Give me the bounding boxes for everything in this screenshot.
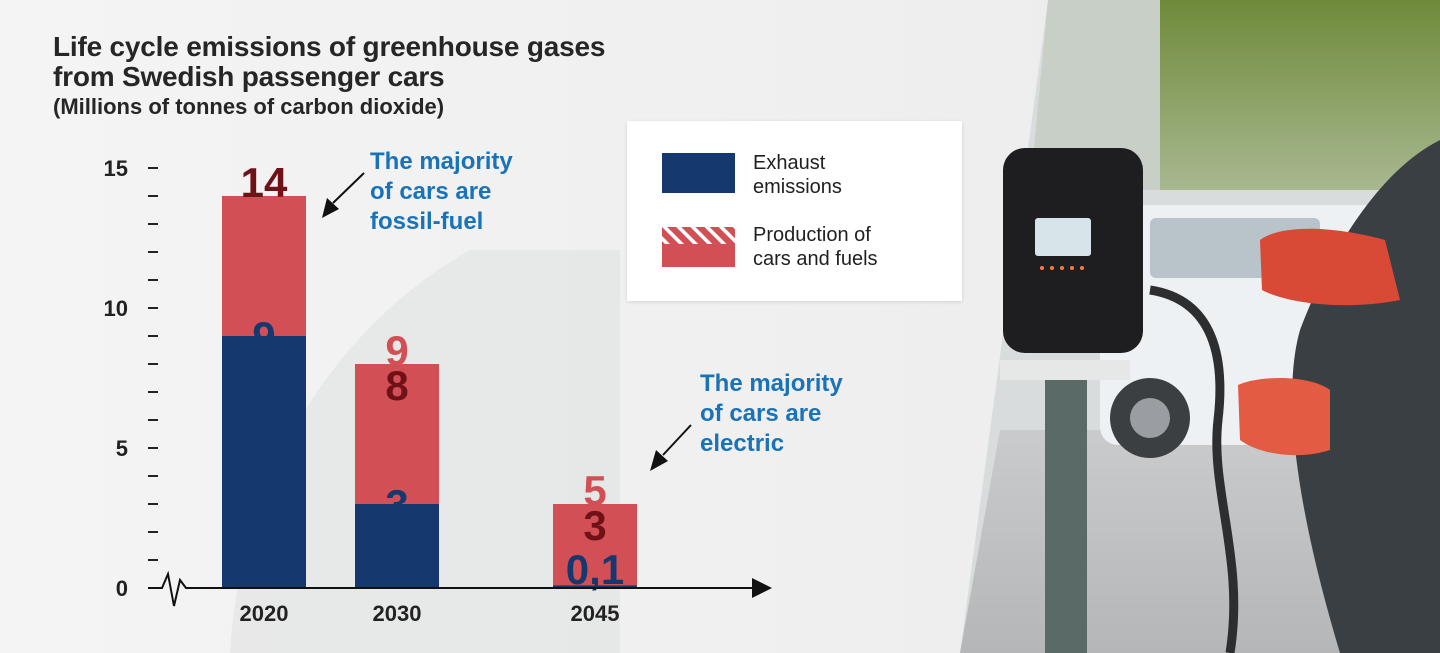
label-hatch-base-2030: 8 <box>385 362 408 409</box>
bar-exhaust-2030 <box>355 504 439 588</box>
label-total-2020: 14 <box>241 159 288 206</box>
legend-production-line-1: Production of <box>753 224 871 246</box>
bar-production-2045 <box>553 504 637 586</box>
electric-annotation-line-3: electric <box>700 430 785 457</box>
x-axis-arrowhead <box>752 578 772 598</box>
y-tick-label-5: 5 <box>116 436 128 461</box>
label-exhaust-2030: 3 <box>385 481 408 528</box>
x-axis-line <box>148 570 756 607</box>
bar-exhaust-2045 <box>553 585 637 588</box>
legend-label-exhaust: Exhaust emissions <box>753 151 842 199</box>
legend-swatch-production <box>662 227 735 267</box>
bar-production-2030 <box>355 364 439 504</box>
label-exhaust-2020: 9 <box>252 313 275 360</box>
y-tick-label-10: 10 <box>104 296 128 321</box>
legend-exhaust-line-2: emissions <box>753 176 842 198</box>
x-tick-label-2030: 2030 <box>373 601 422 626</box>
electric-arrowhead <box>650 450 668 471</box>
legend: Exhaust emissions Production of cars and… <box>627 121 962 301</box>
fossil-arrowhead <box>322 198 339 218</box>
legend-exhaust-line-1: Exhaust <box>753 152 826 174</box>
x-tick-label-2020: 2020 <box>240 601 289 626</box>
label-total-2030: 9 <box>385 327 408 374</box>
annotation-arrows <box>322 172 692 471</box>
y-tick-label-15: 15 <box>104 156 128 181</box>
y-axis: 0 5 10 15 <box>104 156 158 601</box>
fossil-annotation-line-2: of cars are <box>370 178 492 205</box>
y-tick-label-0: 0 <box>116 576 128 601</box>
electric-annotation: The majority of cars are electric <box>700 369 843 459</box>
chart-subtitle: (Millions of tonnes of carbon dioxide) <box>53 94 445 119</box>
fossil-arrow <box>332 172 365 204</box>
bars-group: 149 983 530,1 <box>222 159 637 593</box>
legend-swatch-exhaust <box>662 153 735 193</box>
chart-title: Life cycle emissions of greenhouse gases… <box>53 32 605 122</box>
x-tick-label-2045: 2045 <box>571 601 620 626</box>
title-line-1: Life cycle emissions of greenhouse gases <box>53 31 606 62</box>
fossil-annotation: The majority of cars are fossil-fuel <box>370 147 513 237</box>
label-hatch-base-2045: 3 <box>583 502 606 549</box>
electric-annotation-line-1: The majority <box>700 370 843 397</box>
electric-annotation-line-2: of cars are <box>700 400 822 427</box>
fossil-annotation-line-3: fossil-fuel <box>370 208 484 235</box>
electric-arrow <box>662 424 692 456</box>
bar-exhaust-2020 <box>222 336 306 588</box>
fossil-annotation-line-1: The majority <box>370 148 513 175</box>
x-axis: 2020 2030 2045 <box>148 570 772 626</box>
label-total-2045: 5 <box>583 467 606 514</box>
bar-production-2020 <box>222 196 306 336</box>
title-line-2: from Swedish passenger cars <box>53 61 445 92</box>
legend-production-line-2: cars and fuels <box>753 248 878 270</box>
legend-label-production: Production of cars and fuels <box>753 223 878 271</box>
label-exhaust-2045: 0,1 <box>566 546 624 593</box>
